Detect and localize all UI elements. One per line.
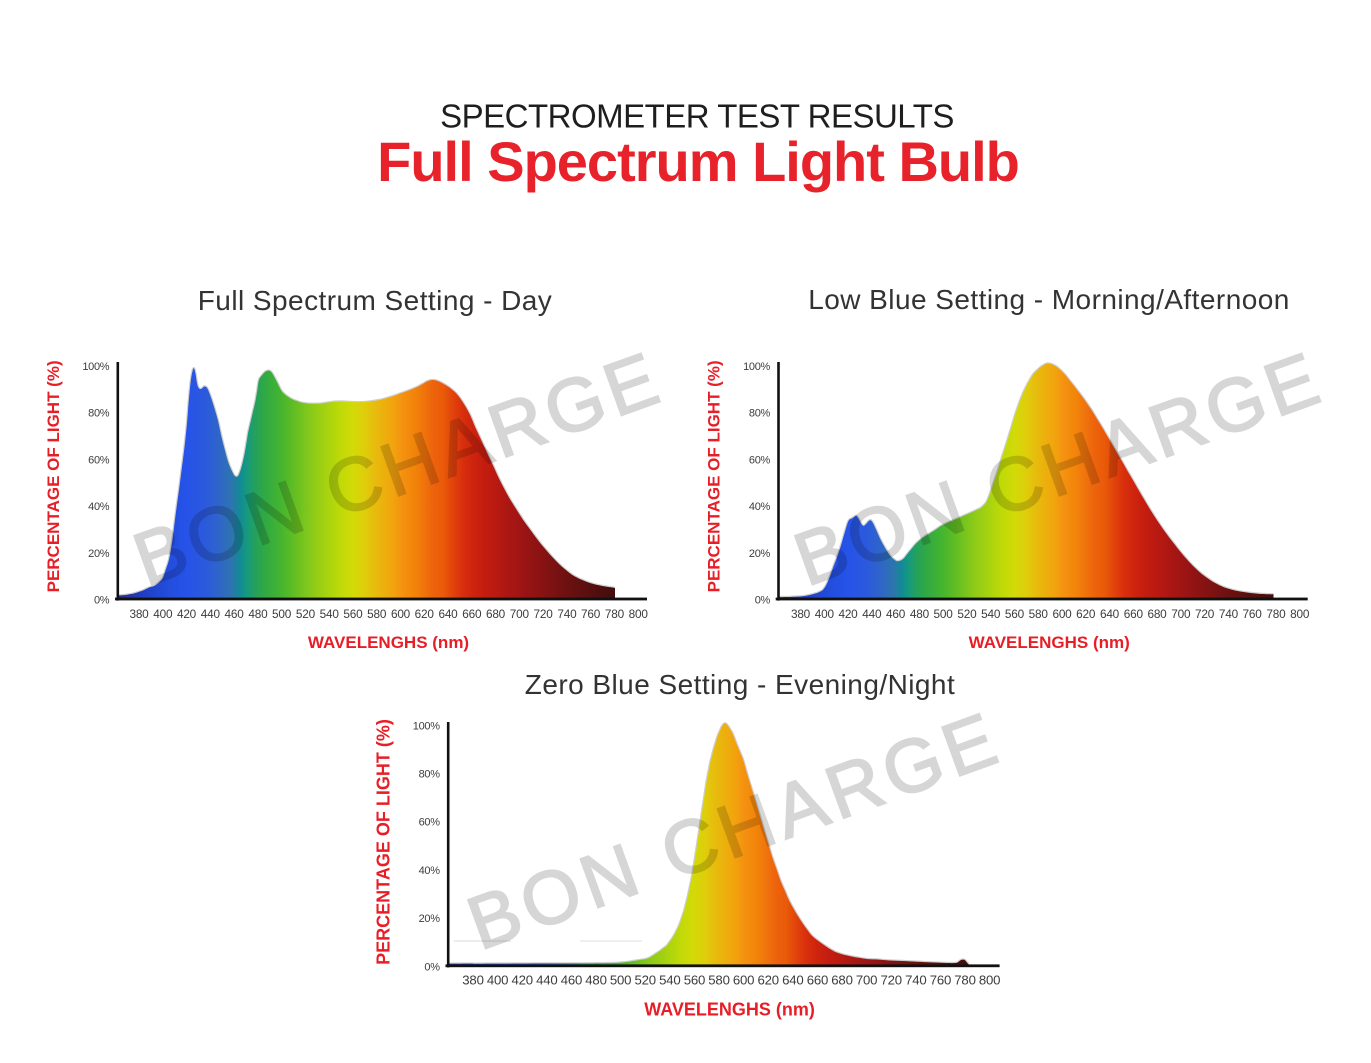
svg-text:800: 800 bbox=[979, 973, 1000, 988]
svg-text:620: 620 bbox=[1076, 607, 1096, 621]
svg-text:460: 460 bbox=[886, 607, 906, 621]
svg-text:80%: 80% bbox=[419, 769, 441, 781]
svg-text:0%: 0% bbox=[94, 595, 110, 607]
svg-text:40%: 40% bbox=[419, 865, 441, 877]
svg-text:700: 700 bbox=[510, 607, 530, 621]
svg-text:540: 540 bbox=[659, 973, 680, 988]
svg-text:560: 560 bbox=[1005, 607, 1025, 621]
svg-text:580: 580 bbox=[708, 973, 729, 988]
svg-text:440: 440 bbox=[862, 607, 882, 621]
svg-text:500: 500 bbox=[934, 607, 954, 621]
svg-text:500: 500 bbox=[272, 607, 292, 621]
svg-text:600: 600 bbox=[733, 973, 754, 988]
svg-text:640: 640 bbox=[782, 973, 803, 988]
svg-text:PERCENTAGE OF LIGHT (%): PERCENTAGE OF LIGHT (%) bbox=[374, 719, 394, 965]
svg-text:480: 480 bbox=[910, 607, 930, 621]
svg-text:20%: 20% bbox=[88, 548, 110, 560]
svg-text:WAVELENGHS (nm): WAVELENGHS (nm) bbox=[308, 633, 469, 652]
svg-text:520: 520 bbox=[957, 607, 977, 621]
svg-text:800: 800 bbox=[629, 607, 649, 621]
svg-text:540: 540 bbox=[981, 607, 1001, 621]
svg-text:60%: 60% bbox=[419, 817, 441, 829]
svg-text:600: 600 bbox=[1052, 607, 1072, 621]
svg-text:440: 440 bbox=[536, 973, 557, 988]
svg-text:700: 700 bbox=[856, 973, 877, 988]
svg-text:100%: 100% bbox=[82, 361, 109, 373]
svg-text:80%: 80% bbox=[88, 408, 110, 420]
svg-text:780: 780 bbox=[605, 607, 625, 621]
svg-text:680: 680 bbox=[1147, 607, 1167, 621]
svg-text:60%: 60% bbox=[88, 454, 110, 466]
svg-text:20%: 20% bbox=[419, 913, 441, 925]
svg-text:380: 380 bbox=[129, 607, 149, 621]
svg-text:760: 760 bbox=[930, 973, 951, 988]
svg-text:420: 420 bbox=[511, 973, 532, 988]
svg-text:720: 720 bbox=[880, 973, 901, 988]
svg-text:680: 680 bbox=[486, 607, 506, 621]
svg-text:400: 400 bbox=[487, 973, 508, 988]
svg-text:660: 660 bbox=[1124, 607, 1144, 621]
svg-text:780: 780 bbox=[954, 973, 975, 988]
svg-text:600: 600 bbox=[391, 607, 411, 621]
svg-text:500: 500 bbox=[610, 973, 631, 988]
svg-text:Low Blue Setting - Morning/Aft: Low Blue Setting - Morning/Afternoon bbox=[808, 284, 1290, 315]
svg-text:460: 460 bbox=[225, 607, 245, 621]
svg-text:620: 620 bbox=[757, 973, 778, 988]
svg-text:760: 760 bbox=[1243, 607, 1263, 621]
svg-text:580: 580 bbox=[367, 607, 387, 621]
svg-text:560: 560 bbox=[343, 607, 363, 621]
svg-text:620: 620 bbox=[415, 607, 435, 621]
svg-text:460: 460 bbox=[561, 973, 582, 988]
svg-text:560: 560 bbox=[684, 973, 705, 988]
svg-text:400: 400 bbox=[153, 607, 173, 621]
svg-text:WAVELENGHS (nm): WAVELENGHS (nm) bbox=[644, 1000, 815, 1020]
svg-text:800: 800 bbox=[1290, 607, 1310, 621]
svg-text:380: 380 bbox=[791, 607, 811, 621]
svg-text:100%: 100% bbox=[413, 720, 440, 732]
svg-text:Full Spectrum Light Bulb: Full Spectrum Light Bulb bbox=[377, 130, 1019, 193]
svg-text:680: 680 bbox=[831, 973, 852, 988]
svg-text:720: 720 bbox=[1195, 607, 1215, 621]
svg-text:760: 760 bbox=[581, 607, 601, 621]
svg-text:660: 660 bbox=[807, 973, 828, 988]
svg-text:440: 440 bbox=[201, 607, 221, 621]
svg-text:640: 640 bbox=[1100, 607, 1120, 621]
svg-text:480: 480 bbox=[248, 607, 268, 621]
svg-text:40%: 40% bbox=[88, 501, 110, 513]
svg-text:Zero Blue Setting - Evening/Ni: Zero Blue Setting - Evening/Night bbox=[525, 669, 955, 700]
svg-text:20%: 20% bbox=[749, 548, 771, 560]
svg-text:740: 740 bbox=[1219, 607, 1239, 621]
svg-text:520: 520 bbox=[296, 607, 316, 621]
svg-text:40%: 40% bbox=[749, 501, 771, 513]
svg-text:660: 660 bbox=[462, 607, 482, 621]
svg-text:PERCENTAGE OF LIGHT (%): PERCENTAGE OF LIGHT (%) bbox=[44, 360, 63, 592]
svg-text:0%: 0% bbox=[755, 595, 771, 607]
svg-text:720: 720 bbox=[534, 607, 554, 621]
svg-text:SPECTROMETER TEST RESULTS: SPECTROMETER TEST RESULTS bbox=[440, 98, 954, 135]
svg-text:540: 540 bbox=[320, 607, 340, 621]
svg-text:420: 420 bbox=[177, 607, 197, 621]
svg-text:740: 740 bbox=[557, 607, 577, 621]
svg-text:420: 420 bbox=[838, 607, 858, 621]
svg-text:80%: 80% bbox=[749, 408, 771, 420]
svg-text:PERCENTAGE OF LIGHT (%): PERCENTAGE OF LIGHT (%) bbox=[705, 360, 724, 592]
svg-text:780: 780 bbox=[1266, 607, 1286, 621]
svg-text:640: 640 bbox=[438, 607, 458, 621]
svg-text:0%: 0% bbox=[424, 961, 440, 973]
svg-text:WAVELENGHS (nm): WAVELENGHS (nm) bbox=[969, 633, 1130, 652]
svg-text:Full Spectrum Setting - Day: Full Spectrum Setting - Day bbox=[198, 285, 553, 316]
svg-text:700: 700 bbox=[1171, 607, 1191, 621]
svg-text:100%: 100% bbox=[743, 361, 770, 373]
svg-text:480: 480 bbox=[585, 973, 606, 988]
svg-text:520: 520 bbox=[634, 973, 655, 988]
svg-text:580: 580 bbox=[1029, 607, 1049, 621]
svg-text:400: 400 bbox=[815, 607, 835, 621]
svg-text:740: 740 bbox=[905, 973, 926, 988]
svg-text:60%: 60% bbox=[749, 454, 771, 466]
svg-text:380: 380 bbox=[462, 973, 483, 988]
